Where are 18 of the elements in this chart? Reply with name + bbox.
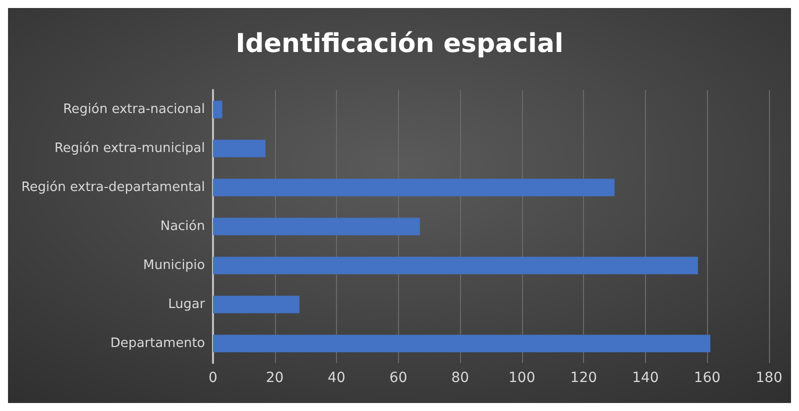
y-tick-label: Lugar	[168, 297, 206, 312]
x-tick-label: 80	[451, 370, 470, 386]
y-tick-label: Nación	[160, 219, 205, 234]
x-tick-label: 120	[570, 370, 598, 386]
y-tick-label: Región extra-municipal	[54, 141, 205, 156]
x-tick-label: 20	[266, 370, 284, 386]
y-tick-label: Región extra-departamental	[21, 180, 205, 195]
y-tick-label: Departamento	[110, 336, 206, 351]
x-tick-label: 180	[756, 370, 782, 386]
y-tick-label: Región extra-nacional	[63, 102, 205, 117]
chart-title: Identificación espacial	[236, 29, 564, 59]
x-tick-label: 140	[632, 370, 659, 386]
x-tick-label: 100	[508, 370, 536, 386]
x-tick-label: 160	[694, 370, 721, 386]
x-tick-label: 60	[389, 370, 408, 386]
y-tick-label: Municipio	[143, 258, 206, 273]
x-tick-label: 0	[208, 370, 218, 386]
x-tick-label: 40	[328, 370, 346, 386]
